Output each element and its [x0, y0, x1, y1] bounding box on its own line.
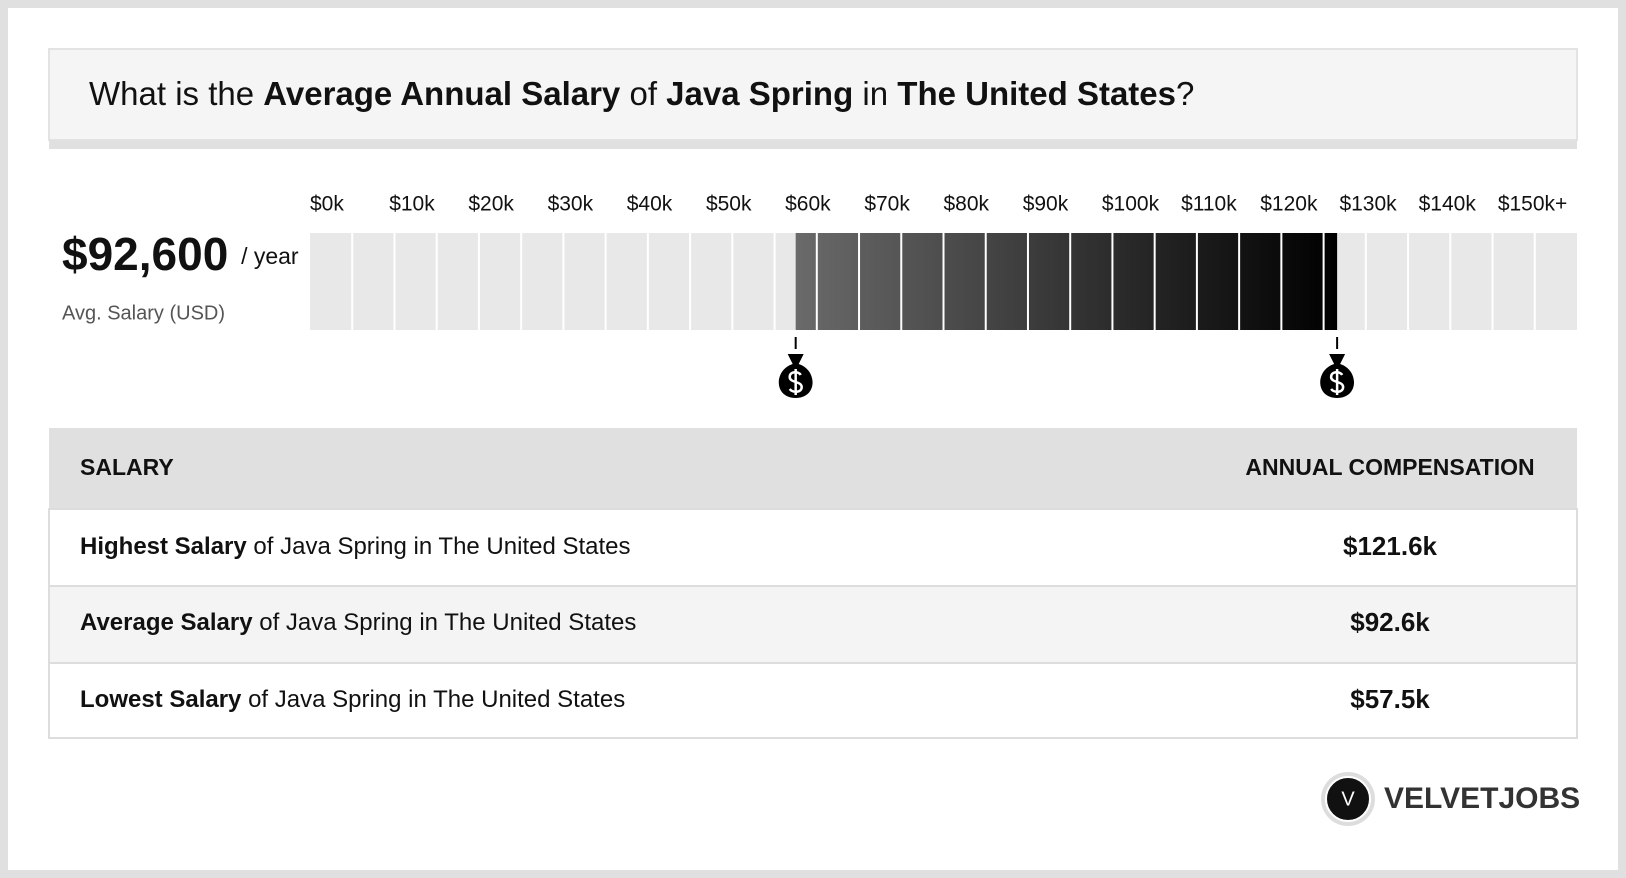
table-header: ANNUAL COMPENSATION — [1245, 454, 1534, 480]
row-value: $57.5k — [1350, 684, 1430, 714]
title-part: of — [629, 75, 657, 112]
row-label-rest: of Java Spring in The United States — [253, 533, 630, 560]
x-tick-label: $0k — [310, 193, 344, 216]
row-label-rest: of Java Spring in The United States — [259, 609, 636, 636]
money-sign — [788, 369, 803, 395]
table-row — [48, 585, 1578, 664]
x-tick-label: $10k — [389, 193, 435, 216]
x-tick-label: $40k — [627, 193, 673, 216]
x-tick-label: $60k — [785, 193, 831, 216]
title-underline — [49, 140, 1577, 149]
table-header-bg — [49, 428, 1577, 509]
range-bar: $0k $10k $20k $30k $40k $50k $60k $70k $80k $90k $… — [310, 193, 1577, 398]
row-label-bold: Average Salary — [80, 609, 253, 636]
x-tick-label: $110k — [1181, 193, 1237, 216]
logo-icon: V — [1341, 788, 1355, 810]
x-tick-label: $140k — [1419, 193, 1477, 216]
salary-unit: / year — [241, 243, 299, 269]
range-marker — [1320, 337, 1355, 398]
x-tick-label: $80k — [944, 193, 990, 216]
row-value: $121.6k — [1343, 531, 1438, 561]
x-tick-label: $100k — [1102, 193, 1160, 216]
table: SALARY ANNUAL COMPENSATION Highest Salar… — [48, 428, 1578, 739]
average-salary: $92,600 / year — [62, 228, 299, 280]
title-part: What is the — [89, 75, 254, 112]
title-part: The United States — [897, 75, 1176, 112]
money-sign — [1329, 369, 1345, 395]
title-part: in — [862, 75, 888, 112]
x-tick-label: $30k — [548, 193, 594, 216]
salary-value: $92,600 — [62, 228, 228, 280]
x-tick-label: $130k — [1339, 193, 1397, 216]
x-tick-label: $20k — [468, 193, 514, 216]
x-tick-label: $150k+ — [1498, 193, 1567, 216]
logo-circle — [1325, 776, 1371, 822]
title-part: Java Spring — [666, 75, 853, 112]
table-row — [48, 508, 1578, 587]
title-box — [48, 48, 1578, 141]
table-header: SALARY — [80, 454, 174, 480]
salary-range — [795, 233, 1338, 330]
row-label: Lowest Salary of Java Spring in The Unit… — [80, 686, 625, 713]
range-marker — [778, 337, 813, 398]
table-row — [48, 662, 1578, 739]
x-tick-label: $70k — [864, 193, 910, 216]
title: What is the Average Annual Salary of Jav… — [89, 75, 1194, 112]
title-part: Average Annual Salary — [263, 75, 621, 112]
logo: V VELVETJOBS — [1321, 772, 1580, 826]
logo-name: VELVETJOBS — [1384, 782, 1580, 815]
x-tick-label: $50k — [706, 193, 752, 216]
x-tick-label: $90k — [1023, 193, 1069, 216]
row-label-rest: of Java Spring in The United States — [248, 686, 625, 713]
x-tick-label: $120k — [1260, 193, 1318, 216]
title-part: ? — [1176, 75, 1194, 112]
row-label: Average Salary of Java Spring in The Uni… — [80, 609, 636, 636]
row-label: Highest Salary of Java Spring in The Uni… — [80, 533, 631, 560]
row-label-bold: Highest Salary — [80, 533, 247, 560]
row-value: $92.6k — [1350, 607, 1430, 637]
salary-caption: Avg. Salary (USD) — [62, 302, 225, 324]
row-label-bold: Lowest Salary — [80, 686, 242, 713]
